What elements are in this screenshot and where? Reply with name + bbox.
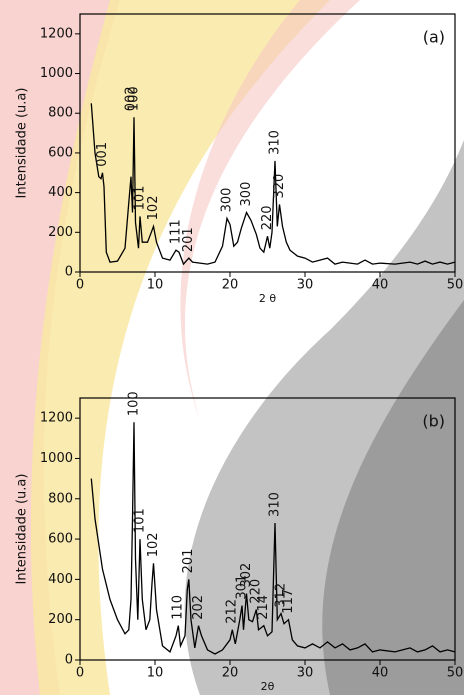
peak-label: 102 [146, 532, 161, 557]
x-tick-label: 50 [447, 666, 464, 681]
x-tick-label: 0 [76, 278, 84, 293]
peak-label: 001 [95, 142, 110, 167]
peak-label: 212 [225, 599, 240, 624]
peak-label: 300 [239, 182, 254, 207]
peak-label: 111 [169, 219, 184, 244]
y-tick-label: 600 [48, 532, 73, 547]
peak-label: 202 [191, 595, 206, 620]
x-tick-label: 40 [372, 278, 389, 293]
peak-label: 201 [181, 227, 196, 252]
y-tick-label: 1200 [40, 26, 73, 41]
peak-label: 220 [249, 579, 264, 604]
y-tick-label: 0 [65, 653, 73, 668]
y-tick-label: 200 [48, 225, 73, 240]
peak-label: 310 [268, 130, 283, 155]
peak-label: 201 [181, 549, 196, 574]
x-tick-label: 40 [372, 666, 389, 681]
x-tick-label: 30 [297, 278, 314, 293]
y-tick-label: 600 [48, 145, 73, 160]
y-tick-label: 0 [65, 265, 73, 280]
panel-label: (b) [422, 412, 445, 431]
peak-label: 214 [256, 595, 271, 620]
y-tick-label: 800 [48, 106, 73, 121]
peak-label: 110 [171, 595, 186, 620]
peak-label: 301 [235, 575, 250, 600]
y-axis-label: Intensidade (u.a) [15, 474, 30, 585]
x-axis-label: 2θ [261, 680, 275, 693]
peak-label: 117 [281, 589, 296, 614]
y-tick-label: 400 [48, 572, 73, 587]
peak-label: 300 [220, 188, 235, 213]
peak-label: 312 [274, 583, 289, 608]
y-tick-label: 1000 [40, 451, 73, 466]
x-tick-label: 0 [76, 666, 84, 681]
y-tick-label: 1200 [40, 411, 73, 426]
xrd-curve [90, 422, 456, 655]
xrd-curve [90, 103, 456, 266]
peak-label: 220 [260, 205, 275, 230]
peak-label: 002 [124, 86, 139, 111]
panel-label: (a) [423, 28, 445, 47]
x-tick-label: 10 [147, 278, 164, 293]
plot-frame [79, 397, 456, 661]
x-axis-label: 2 θ [259, 292, 276, 305]
plot-frame [79, 13, 456, 273]
peak-label: 100 [127, 86, 142, 111]
y-axis-label: Intensidade (u.a) [15, 88, 30, 199]
y-tick-label: 400 [48, 185, 73, 200]
peak-label: 320 [272, 174, 287, 199]
peak-label: 302 [239, 563, 254, 588]
peak-label: 102 [146, 196, 161, 221]
x-tick-label: 20 [222, 666, 239, 681]
peak-label: 101 [133, 186, 148, 211]
x-tick-label: 10 [147, 666, 164, 681]
x-tick-label: 30 [297, 666, 314, 681]
y-tick-label: 200 [48, 612, 73, 627]
peak-label: 310 [268, 492, 283, 517]
x-tick-label: 50 [447, 278, 464, 293]
peak-label: 100 [127, 391, 142, 416]
y-tick-label: 800 [48, 491, 73, 506]
peak-label: 101 [133, 508, 148, 533]
x-tick-label: 20 [222, 278, 239, 293]
y-tick-label: 1000 [40, 66, 73, 81]
